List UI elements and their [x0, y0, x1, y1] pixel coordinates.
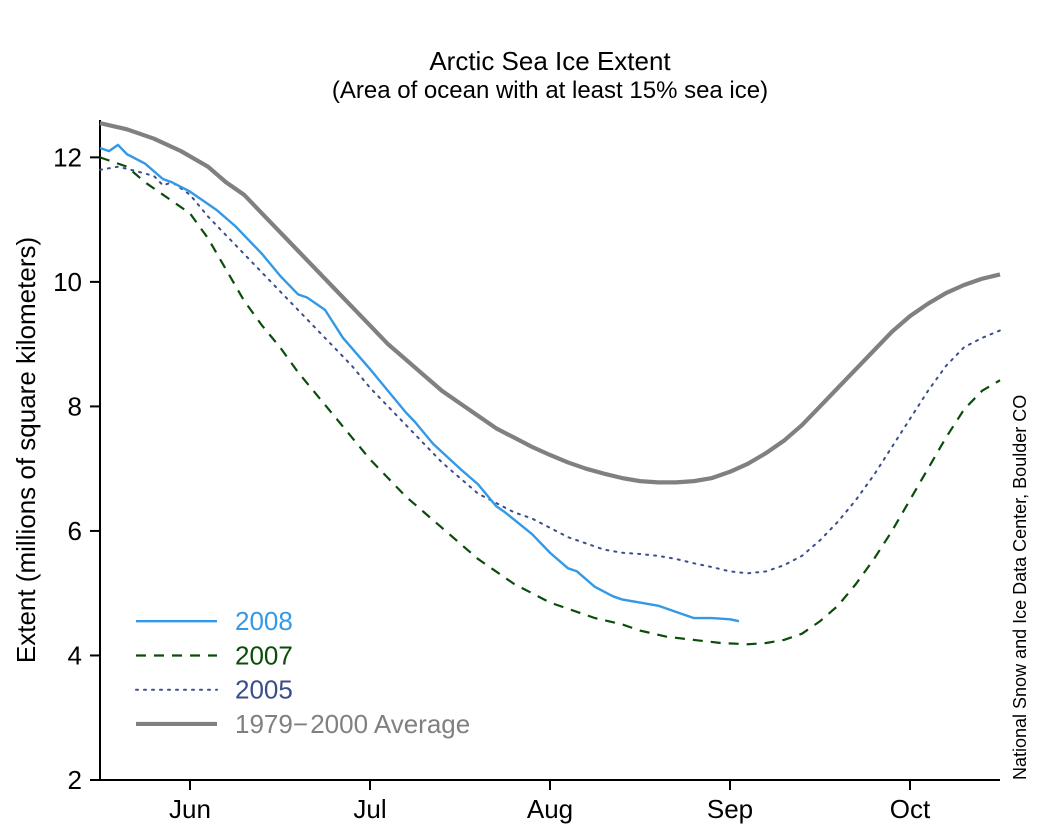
x-tick-label: Jun	[169, 794, 211, 824]
y-tick-label: 2	[68, 765, 82, 795]
line-chart-svg: Arctic Sea Ice Extent(Area of ocean with…	[0, 0, 1050, 840]
chart-container: Arctic Sea Ice Extent(Area of ocean with…	[0, 0, 1050, 840]
y-tick-label: 10	[53, 267, 82, 297]
legend-label: 2007	[235, 640, 293, 670]
legend-label: 2008	[235, 606, 293, 636]
y-tick-label: 4	[68, 640, 82, 670]
legend-label: 1979− 2000 Average	[235, 709, 470, 739]
x-tick-label: Aug	[527, 794, 573, 824]
y-tick-label: 12	[53, 142, 82, 172]
chart-credit: National Snow and Ice Data Center, Bould…	[1010, 395, 1030, 780]
y-tick-label: 6	[68, 516, 82, 546]
chart-background	[0, 0, 1050, 840]
x-tick-label: Jul	[353, 794, 386, 824]
x-tick-label: Sep	[707, 794, 753, 824]
legend-label: 2005	[235, 675, 293, 705]
chart-title: Arctic Sea Ice Extent	[429, 46, 671, 76]
y-axis-label: Extent (millions of square kilometers)	[11, 237, 41, 663]
chart-subtitle: (Area of ocean with at least 15% sea ice…	[332, 77, 768, 104]
y-tick-label: 8	[68, 391, 82, 421]
x-tick-label: Oct	[890, 794, 931, 824]
